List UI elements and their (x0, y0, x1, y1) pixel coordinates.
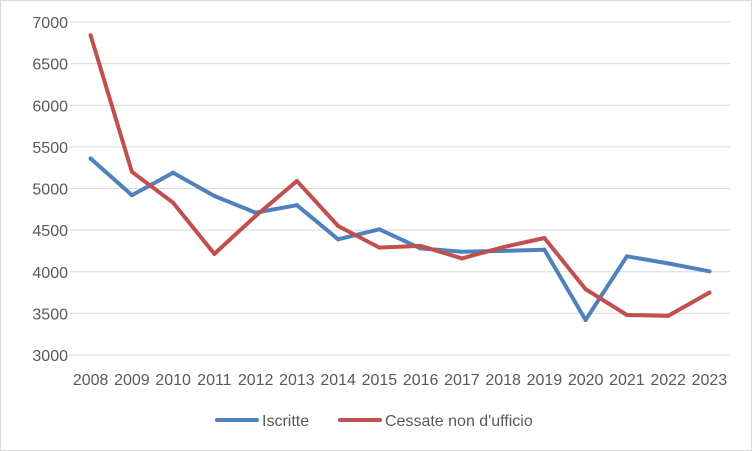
legend-label-1: Iscritte (262, 413, 309, 430)
data-point (666, 261, 671, 266)
data-point (253, 213, 258, 218)
x-tick-label: 2020 (568, 372, 604, 389)
data-point (542, 236, 547, 241)
data-point (666, 313, 671, 318)
data-point (624, 254, 629, 259)
legend-label-2: Cessate non d'ufficio (385, 413, 533, 430)
data-point (418, 243, 423, 248)
data-point (707, 290, 712, 295)
y-tick-label: 4500 (32, 223, 68, 240)
data-point (624, 313, 629, 318)
data-point (459, 256, 464, 261)
data-point (501, 245, 506, 250)
data-point (459, 249, 464, 254)
y-tick-label: 3500 (32, 306, 68, 323)
x-tick-label: 2017 (444, 372, 480, 389)
x-tick-label: 2011 (197, 372, 232, 389)
x-tick-label: 2015 (362, 372, 398, 389)
gridlines (70, 21, 730, 356)
x-tick-label: 2016 (403, 372, 439, 389)
x-tick-label: 2019 (527, 372, 563, 389)
data-point (501, 248, 506, 253)
x-tick-label: 2013 (279, 372, 315, 389)
series-line-2 (88, 33, 712, 318)
data-point (129, 169, 134, 174)
data-point (377, 245, 382, 250)
legend: Iscritte Cessate non d'ufficio (215, 413, 533, 430)
series-lines (88, 33, 712, 323)
data-point (583, 287, 588, 292)
y-tick-label: 5000 (32, 182, 68, 199)
x-tick-label: 2018 (485, 372, 521, 389)
y-tick-label: 6000 (32, 98, 68, 115)
data-point (583, 318, 588, 323)
data-point (88, 33, 93, 38)
data-point (294, 203, 299, 208)
x-tick-label: 2021 (609, 372, 645, 389)
x-axis: 2008 2009 2010 2011 2012 2013 2014 2015 2016 2017… (73, 372, 727, 389)
x-tick-label: 2009 (114, 372, 150, 389)
data-point (171, 170, 176, 175)
y-tick-label: 7000 (32, 15, 68, 32)
data-point (171, 200, 176, 205)
y-tick-label: 4000 (32, 265, 68, 282)
data-point (294, 179, 299, 184)
x-tick-label: 2012 (238, 372, 274, 389)
x-tick-label: 2010 (155, 372, 191, 389)
data-point (336, 223, 341, 228)
data-point (88, 156, 93, 161)
data-point (212, 251, 217, 256)
y-tick-label: 5500 (32, 140, 68, 157)
x-tick-label: 2008 (73, 372, 109, 389)
data-point (707, 269, 712, 274)
data-point (212, 193, 217, 198)
y-tick-label: 6500 (32, 57, 68, 74)
x-tick-label: 2014 (320, 372, 356, 389)
x-tick-label: 2023 (692, 372, 728, 389)
series-line-1 (88, 156, 712, 322)
y-tick-label: 3000 (32, 348, 68, 365)
y-axis: 3000 3500 4000 4500 5000 5500 6000 6500 7000 (32, 15, 68, 365)
data-point (129, 193, 134, 198)
data-point (542, 247, 547, 252)
x-tick-label: 2022 (650, 372, 686, 389)
data-point (377, 227, 382, 232)
data-point (336, 237, 341, 242)
